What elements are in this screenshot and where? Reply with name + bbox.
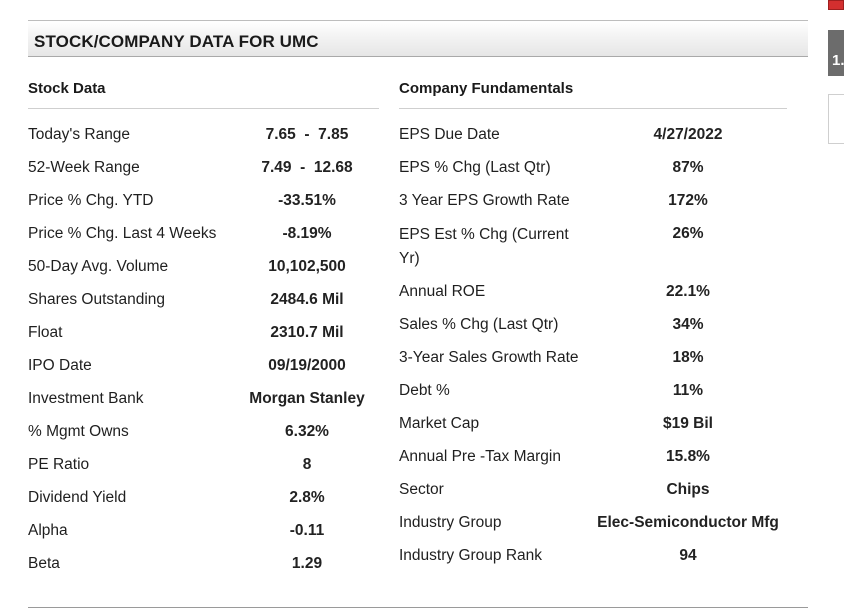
row-value: 8 <box>302 456 312 473</box>
row-value: 18% <box>672 349 704 366</box>
row-label: Sales % Chg (Last Qtr) <box>399 316 559 333</box>
row-value: 2484.6 Mil <box>270 291 344 308</box>
row-label: PE Ratio <box>28 456 90 473</box>
edge-tab[interactable]: 1. <box>828 30 844 76</box>
row-label: Market Cap <box>399 415 480 432</box>
row-value: 1.29 <box>291 555 323 572</box>
row-value: -8.19% <box>282 225 332 242</box>
row-label: Sector <box>399 481 444 498</box>
row-value: 2.8% <box>289 489 325 506</box>
row-value: Chips <box>666 481 710 498</box>
company-fundamentals-divider <box>399 108 787 109</box>
row-label: Today's Range <box>28 126 131 143</box>
row-label: Shares Outstanding <box>28 291 166 308</box>
top-divider <box>28 20 808 21</box>
row-label: EPS % Chg (Last Qtr) <box>399 159 551 176</box>
row-label: Debt % <box>399 382 450 399</box>
row-value: -0.11 <box>289 522 325 539</box>
row-label: Industry Group <box>399 514 502 531</box>
bottom-divider <box>28 607 808 608</box>
row-value: 94 <box>679 547 697 564</box>
row-value: 87% <box>672 159 704 176</box>
edge-tab-label: 1. <box>832 52 844 69</box>
stock-data-divider <box>28 108 379 109</box>
row-label: Float <box>28 324 63 341</box>
row-label: % Mgmt Owns <box>28 423 129 440</box>
row-value: Elec-Semiconductor Mfg <box>597 514 779 531</box>
row-value: 2310.7 Mil <box>270 324 344 341</box>
row-label: Annual Pre -Tax Margin <box>399 448 561 465</box>
row-label: EPS Due Date <box>399 126 500 143</box>
row-label: 52-Week Range <box>28 159 140 176</box>
row-label: Investment Bank <box>28 390 144 407</box>
row-value: 15.8% <box>666 448 710 465</box>
row-value: 11% <box>672 382 704 399</box>
row-value: 22.1% <box>666 283 710 300</box>
row-value: $19 Bil <box>663 415 713 432</box>
row-label: Beta <box>28 555 60 572</box>
edge-red-button[interactable] <box>828 0 844 10</box>
row-value: 4/27/2022 <box>653 126 723 143</box>
row-value: 10,102,500 <box>268 258 346 275</box>
edge-panel[interactable] <box>828 94 844 144</box>
row-value: -33.51% <box>278 192 336 209</box>
row-label: Industry Group Rank <box>399 547 543 564</box>
row-label: IPO Date <box>28 357 92 374</box>
row-value: Morgan Stanley <box>249 390 365 407</box>
company-fundamentals-heading: Company Fundamentals <box>399 80 574 97</box>
row-label: Price % Chg. YTD <box>28 192 154 209</box>
row-value: 26% <box>672 225 704 242</box>
row-label: 50-Day Avg. Volume <box>28 258 169 275</box>
row-label: Price % Chg. Last 4 Weeks <box>28 225 217 242</box>
row-label: EPS Est % Chg (Current Yr) <box>399 226 569 267</box>
page-title: STOCK/COMPANY DATA FOR UMC <box>34 32 319 51</box>
row-label: 3 Year EPS Growth Rate <box>399 192 570 209</box>
row-label: Dividend Yield <box>28 489 127 506</box>
row-value: 6.32% <box>285 423 329 440</box>
section-header: STOCK/COMPANY DATA FOR UMC <box>28 21 808 57</box>
row-label: 3-Year Sales Growth Rate <box>399 349 579 366</box>
row-value: 172% <box>668 192 708 209</box>
stock-data-heading: Stock Data <box>28 80 106 97</box>
row-label: Alpha <box>28 522 68 539</box>
row-value: 09/19/2000 <box>268 357 346 374</box>
row-value: 7.49 - 12.68 <box>261 159 353 176</box>
row-label: Annual ROE <box>399 283 486 300</box>
row-value: 7.65 - 7.85 <box>265 126 349 143</box>
row-value: 34% <box>672 316 704 333</box>
